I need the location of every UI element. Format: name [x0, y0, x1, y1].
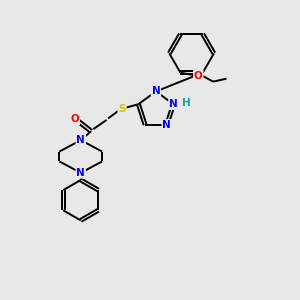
Text: O: O [70, 114, 79, 124]
Text: N: N [162, 120, 171, 130]
Text: H: H [182, 98, 190, 108]
Text: N: N [169, 99, 178, 109]
Text: N: N [76, 135, 85, 145]
Text: O: O [194, 71, 203, 81]
Text: N: N [76, 168, 85, 178]
Text: S: S [118, 103, 126, 114]
Text: N: N [152, 86, 160, 96]
